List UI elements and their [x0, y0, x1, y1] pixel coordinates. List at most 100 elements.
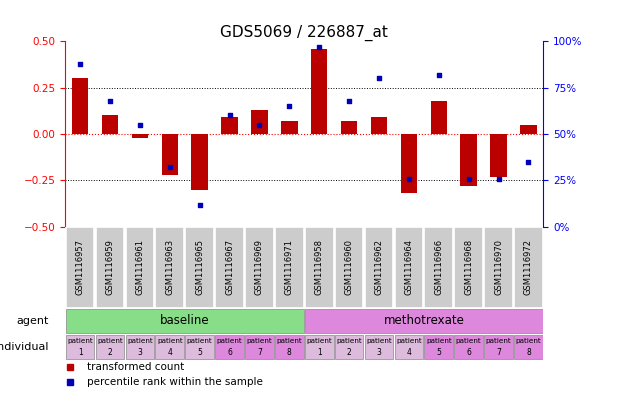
Text: 6: 6 [466, 348, 471, 357]
Text: patient: patient [187, 338, 212, 344]
Text: GSM1116971: GSM1116971 [285, 239, 294, 295]
Text: GSM1116966: GSM1116966 [434, 239, 443, 296]
Point [165, 164, 175, 171]
Text: 2: 2 [107, 348, 112, 357]
Bar [394, 335, 424, 359]
Text: GSM1116969: GSM1116969 [255, 239, 264, 295]
Text: GSM1116961: GSM1116961 [135, 239, 145, 295]
Bar [161, 134, 178, 175]
Bar [155, 335, 184, 359]
Text: 2: 2 [347, 348, 351, 357]
Text: patient: patient [217, 338, 242, 344]
Bar [455, 227, 483, 308]
Bar [424, 227, 453, 308]
Bar [424, 335, 453, 359]
Text: GSM1116972: GSM1116972 [524, 239, 533, 295]
Text: 3: 3 [137, 348, 142, 357]
Text: patient: patient [127, 338, 153, 344]
Text: patient: patient [306, 338, 332, 344]
Text: GSM1116964: GSM1116964 [404, 239, 414, 295]
Bar [245, 335, 274, 359]
Bar [215, 335, 244, 359]
Text: individual: individual [0, 342, 49, 352]
Bar [371, 118, 388, 134]
Point [374, 75, 384, 81]
Bar [341, 121, 357, 134]
Text: 3: 3 [376, 348, 381, 357]
Text: GSM1116958: GSM1116958 [315, 239, 324, 295]
Bar [66, 309, 304, 333]
Bar [484, 335, 513, 359]
Bar [96, 227, 124, 308]
Bar [430, 101, 447, 134]
Bar [215, 227, 244, 308]
Bar [132, 134, 148, 138]
Text: 5: 5 [437, 348, 441, 357]
Text: methotrexate: methotrexate [383, 314, 465, 327]
Bar [514, 335, 543, 359]
Point [225, 112, 235, 119]
Text: 5: 5 [197, 348, 202, 357]
Text: GSM1116963: GSM1116963 [165, 239, 175, 296]
Bar [185, 335, 214, 359]
Text: 1: 1 [78, 348, 83, 357]
Bar [125, 335, 154, 359]
Point [284, 103, 294, 109]
Bar [305, 227, 333, 308]
Text: patient: patient [456, 338, 481, 344]
Text: 7: 7 [496, 348, 501, 357]
Text: patient: patient [366, 338, 392, 344]
Bar [191, 134, 208, 190]
Text: 8: 8 [287, 348, 292, 357]
Text: GSM1116959: GSM1116959 [106, 239, 114, 295]
Bar [455, 335, 483, 359]
Bar [281, 121, 297, 134]
Bar [305, 335, 333, 359]
Text: 7: 7 [257, 348, 262, 357]
Bar [394, 227, 424, 308]
Bar [275, 335, 304, 359]
Text: GSM1116960: GSM1116960 [345, 239, 353, 295]
Bar [365, 227, 393, 308]
Bar [125, 227, 154, 308]
Bar [72, 78, 88, 134]
Bar [520, 125, 537, 134]
Point [494, 175, 504, 182]
Bar [252, 110, 268, 134]
Bar [66, 335, 94, 359]
Text: 1: 1 [317, 348, 322, 357]
Text: 6: 6 [227, 348, 232, 357]
Point [434, 72, 444, 78]
Text: GSM1116965: GSM1116965 [195, 239, 204, 295]
Text: 4: 4 [407, 348, 411, 357]
Point [404, 175, 414, 182]
Text: patient: patient [515, 338, 542, 344]
Text: patient: patient [426, 338, 451, 344]
Point [195, 201, 205, 208]
Bar [514, 227, 543, 308]
Point [464, 175, 474, 182]
Text: percentile rank within the sample: percentile rank within the sample [87, 377, 263, 387]
Text: GSM1116967: GSM1116967 [225, 239, 234, 296]
Point [135, 121, 145, 128]
Bar [155, 227, 184, 308]
Text: patient: patient [276, 338, 302, 344]
Point [344, 97, 354, 104]
Text: GSM1116957: GSM1116957 [76, 239, 84, 295]
Bar [311, 49, 327, 134]
Text: patient: patient [396, 338, 422, 344]
Bar [275, 227, 304, 308]
Text: patient: patient [157, 338, 183, 344]
Text: agent: agent [16, 316, 49, 326]
Bar [245, 227, 274, 308]
Point [105, 97, 115, 104]
Bar [102, 116, 118, 134]
Point [314, 44, 324, 50]
Text: patient: patient [67, 338, 93, 344]
Bar [305, 309, 543, 333]
Bar [365, 335, 393, 359]
Bar [66, 227, 94, 308]
Bar [185, 227, 214, 308]
Text: baseline: baseline [160, 314, 209, 327]
Point [524, 159, 533, 165]
